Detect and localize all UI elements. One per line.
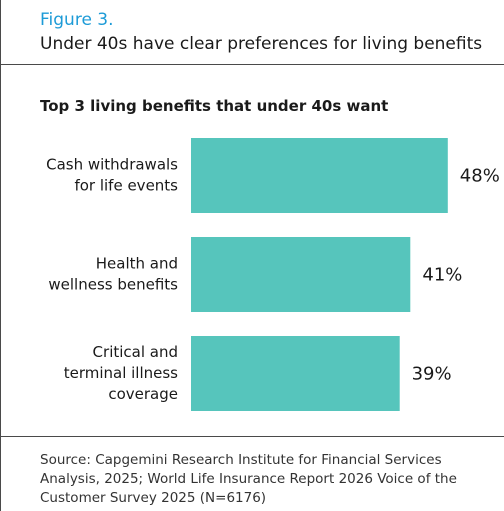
bar: [191, 237, 411, 312]
bar: [191, 138, 448, 213]
bar-chart: 48% Cash withdrawals for life events 41% Hea…: [46, 138, 500, 411]
chart-title: Top 3 living benefits that under 40s wan…: [40, 97, 389, 115]
category-label: Health and: [96, 255, 178, 273]
category-label: Cash withdrawals: [46, 156, 178, 174]
figure-title: Under 40s have clear preferences for liv…: [40, 34, 483, 54]
top-divider: [1, 64, 504, 65]
category-label: for life events: [74, 177, 178, 195]
category-label: Critical and: [93, 343, 178, 361]
bar-value-label: 41%: [422, 265, 462, 286]
category-label: coverage: [108, 385, 178, 403]
bottom-divider: [1, 436, 504, 437]
category-label: terminal illness: [64, 364, 178, 382]
bar-value-label: 48%: [460, 166, 500, 187]
category-label: wellness benefits: [48, 276, 178, 294]
bar-value-label: 39%: [412, 364, 452, 385]
source-note: Source: Capgemini Research Institute for…: [40, 452, 457, 506]
bar: [191, 336, 400, 411]
figure-label: Figure 3.: [40, 10, 114, 30]
